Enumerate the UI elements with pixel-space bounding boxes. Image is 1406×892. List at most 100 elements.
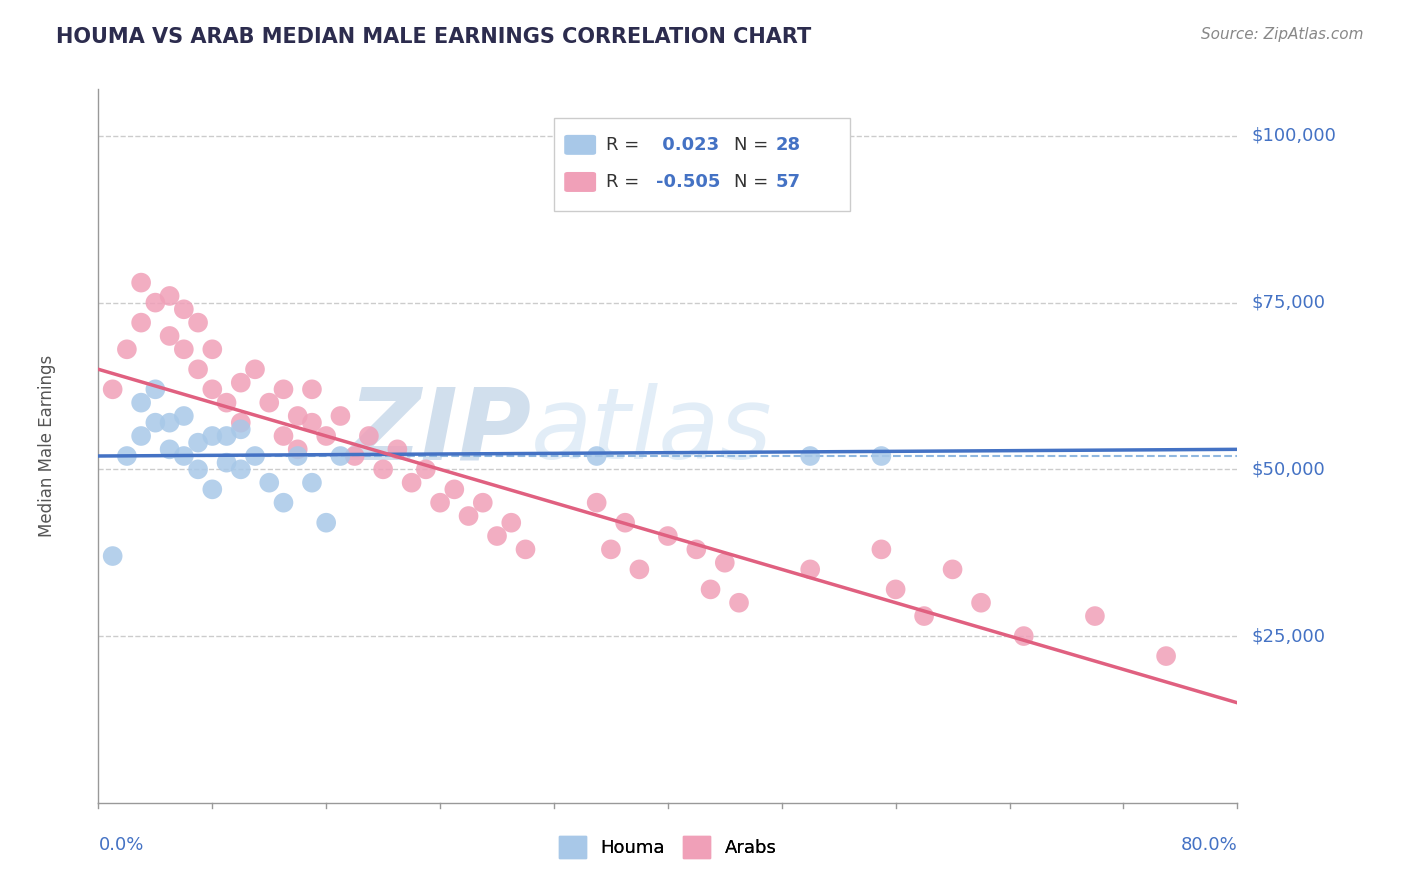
Point [145,295,167,310]
Point [515,542,537,557]
Point [159,329,181,343]
Point [357,429,380,443]
Point [187,435,209,450]
Point [628,562,651,576]
Point [201,429,224,443]
Text: 57: 57 [776,173,801,191]
Point [287,449,309,463]
Point [315,429,337,443]
Point [343,449,366,463]
Point [501,516,523,530]
Point [301,475,323,490]
Text: HOUMA VS ARAB MEDIAN MALE EARNINGS CORRELATION CHART: HOUMA VS ARAB MEDIAN MALE EARNINGS CORRE… [56,27,811,46]
Point [685,542,707,557]
Point [115,449,138,463]
Point [229,416,252,430]
Point [187,462,209,476]
Point [942,562,965,576]
Point [129,316,152,330]
Text: ZIP: ZIP [349,384,531,480]
Point [145,416,167,430]
Point [912,609,935,624]
Point [415,462,437,476]
Point [287,442,309,457]
Point [443,483,465,497]
Point [1154,649,1177,664]
Text: Source: ZipAtlas.com: Source: ZipAtlas.com [1201,27,1364,42]
Point [387,442,409,457]
Point [201,343,224,357]
Point [229,462,252,476]
Point [614,516,637,530]
Text: Median Male Earnings: Median Male Earnings [38,355,56,537]
Text: 0.0%: 0.0% [98,836,143,855]
Point [273,496,295,510]
Point [229,376,252,390]
Point [187,362,209,376]
Legend: Houma, Arabs: Houma, Arabs [553,829,783,865]
Point [486,529,509,543]
Point [215,456,238,470]
Point [301,416,323,430]
Text: atlas: atlas [531,384,773,480]
Point [273,382,295,396]
Point [173,409,195,423]
Point [159,416,181,430]
Point [215,395,238,409]
Point [870,542,893,557]
FancyBboxPatch shape [564,135,596,155]
Point [215,429,238,443]
Point [159,289,181,303]
Point [585,449,607,463]
Point [243,449,266,463]
Point [401,475,423,490]
Point [429,496,451,510]
Point [201,483,224,497]
Point [159,442,181,457]
Text: -0.505: -0.505 [657,173,721,191]
Text: $75,000: $75,000 [1251,293,1326,311]
Point [1012,629,1035,643]
Point [187,316,209,330]
Point [273,429,295,443]
Point [129,276,152,290]
Text: N =: N = [734,173,768,191]
Point [329,449,352,463]
FancyBboxPatch shape [564,172,596,192]
Point [699,582,721,597]
Point [259,395,281,409]
Text: 0.023: 0.023 [657,136,720,153]
Point [870,449,893,463]
Point [101,549,124,563]
Point [600,542,623,557]
Point [101,382,124,396]
Point [173,449,195,463]
Point [287,409,309,423]
Point [173,343,195,357]
Point [145,382,167,396]
Point [259,475,281,490]
Point [329,409,352,423]
Text: $50,000: $50,000 [1251,460,1326,478]
Text: N =: N = [734,136,768,153]
Text: $100,000: $100,000 [1251,127,1336,145]
Point [471,496,494,510]
Text: R =: R = [606,136,640,153]
Point [657,529,679,543]
Point [799,562,821,576]
Text: $25,000: $25,000 [1251,627,1326,645]
Point [173,302,195,317]
Point [229,422,252,436]
Point [301,382,323,396]
Point [1084,609,1107,624]
Text: 80.0%: 80.0% [1181,836,1237,855]
FancyBboxPatch shape [554,118,851,211]
Point [129,395,152,409]
Point [129,429,152,443]
Point [201,382,224,396]
Point [243,362,266,376]
Point [728,596,751,610]
Point [970,596,993,610]
Point [373,462,395,476]
Point [585,496,607,510]
